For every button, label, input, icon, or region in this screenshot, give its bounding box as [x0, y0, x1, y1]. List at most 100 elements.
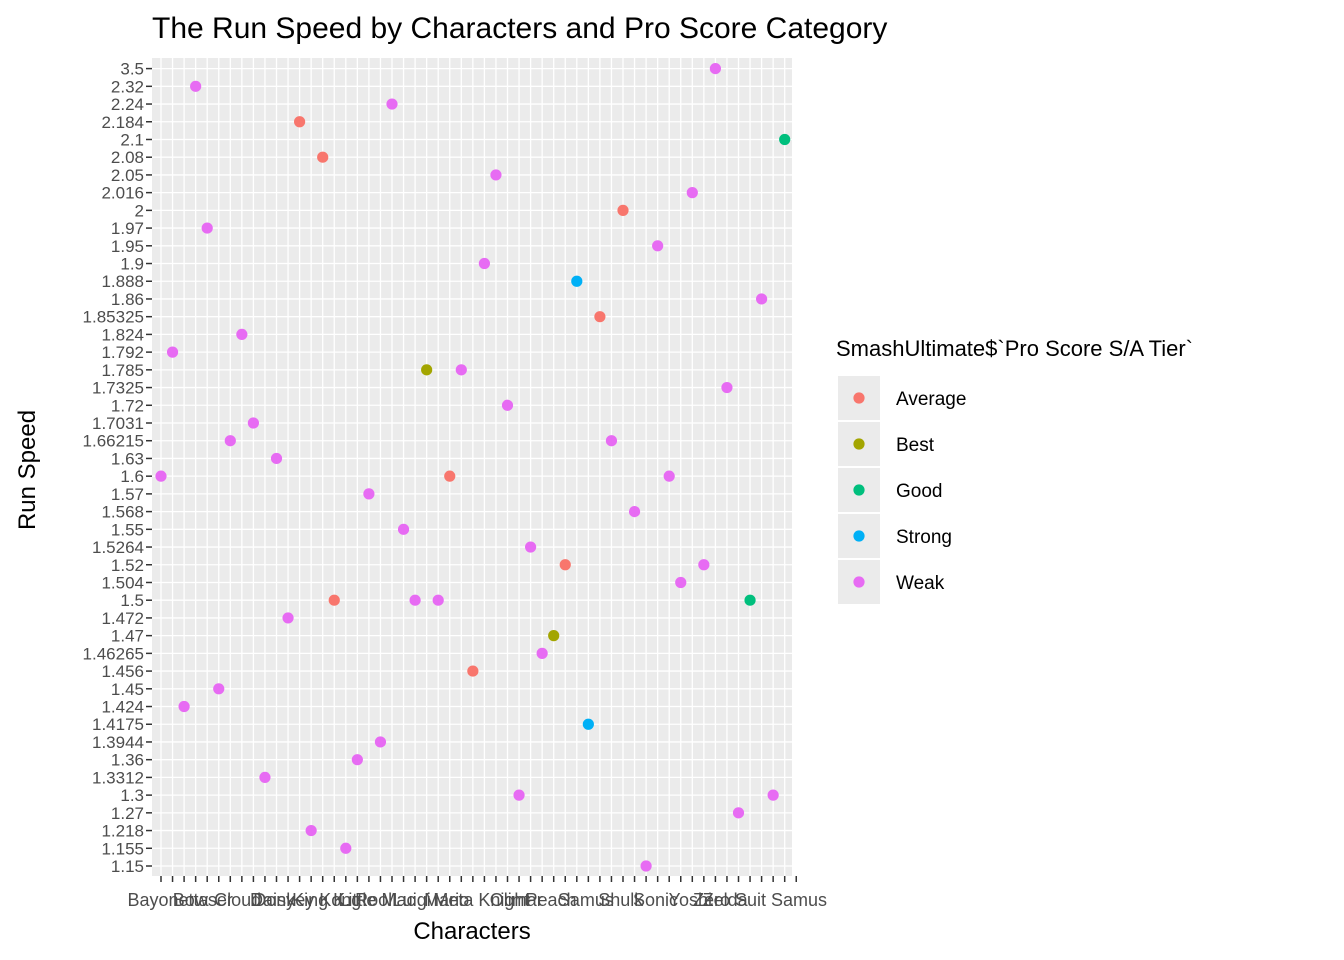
y-tick-label: 1.424 — [101, 698, 144, 717]
data-point — [374, 736, 387, 748]
y-tick-label: 1.45 — [111, 680, 144, 699]
y-tick-label: 1.888 — [101, 272, 144, 291]
data-point — [571, 275, 583, 287]
data-point — [663, 470, 675, 482]
data-point — [709, 63, 722, 75]
data-point — [213, 683, 225, 695]
data-point — [328, 594, 340, 606]
y-tick-label: 2.24 — [111, 95, 144, 114]
y-tick-label: 1.456 — [101, 662, 144, 681]
y-tick-label: 1.504 — [101, 573, 144, 592]
x-tick-label: Bayonetta — [127, 890, 209, 910]
data-point — [513, 789, 525, 801]
data-point — [201, 222, 213, 234]
x-tick-label: Samus — [558, 890, 614, 910]
y-tick-label: 1.785 — [101, 361, 144, 380]
data-point — [317, 151, 329, 163]
plot-panel — [152, 58, 792, 876]
x-tick-label: King K. Rool — [292, 890, 392, 910]
data-point — [698, 559, 710, 571]
y-tick-label: 1.52 — [111, 556, 144, 575]
y-tick-label: 1.63 — [111, 449, 144, 468]
data-point — [259, 771, 271, 784]
x-tick-label: Little Mac — [338, 890, 415, 910]
data-point — [675, 576, 687, 589]
data-point — [686, 187, 698, 199]
y-tick-label: 1.95 — [111, 237, 144, 256]
data-point — [224, 435, 236, 447]
x-tick-label: Cloud — [214, 890, 261, 910]
data-point — [178, 700, 190, 713]
data-point — [617, 204, 629, 216]
y-tick-label: 1.57 — [111, 485, 144, 504]
x-tick-label: Zero Suit Samus — [693, 890, 827, 910]
data-point — [559, 559, 571, 571]
y-tick-label: 1.55 — [111, 520, 144, 539]
y-tick-label: 1.15 — [111, 857, 144, 876]
y-tick-label: 1.5 — [120, 591, 144, 610]
data-point — [536, 647, 548, 659]
data-point — [386, 98, 398, 110]
data-point — [779, 133, 791, 146]
data-point — [247, 417, 259, 429]
legend-label: Best — [896, 435, 935, 456]
legend: SmashUltimate$`Pro Score S/A Tier` Avera… — [836, 336, 1193, 604]
y-axis: 1.151.1551.2181.271.31.33121.361.39441.4… — [83, 60, 152, 876]
data-point — [421, 364, 433, 376]
data-point — [640, 860, 652, 872]
data-point — [594, 311, 606, 323]
x-tick-label: Mario — [424, 890, 469, 910]
y-tick-label: 1.97 — [111, 219, 144, 238]
legend-swatch — [853, 392, 865, 404]
data-point — [582, 718, 594, 730]
data-point — [732, 807, 745, 819]
data-point — [363, 488, 375, 500]
data-point — [467, 665, 479, 677]
data-point — [397, 523, 410, 535]
y-tick-label: 1.155 — [101, 839, 144, 858]
data-point — [294, 116, 306, 128]
y-tick-label: 1.218 — [101, 822, 144, 841]
chart-title: The Run Speed by Characters and Pro Scor… — [152, 12, 887, 45]
data-point — [282, 612, 294, 624]
data-point — [548, 630, 560, 642]
y-tick-label: 1.824 — [101, 325, 144, 344]
y-tick-label: 2 — [135, 201, 144, 220]
y-tick-label: 1.6 — [120, 467, 144, 486]
data-point — [501, 399, 514, 411]
data-point — [351, 754, 363, 766]
y-tick-label: 1.46265 — [83, 644, 144, 663]
y-tick-label: 2.016 — [101, 184, 144, 203]
x-tick-label: Peach — [526, 890, 577, 910]
x-tick-label: Bowser — [173, 890, 233, 910]
x-axis-title: Characters — [413, 918, 530, 945]
grid-lines — [152, 58, 797, 876]
x-tick-label: Shulk — [598, 890, 644, 910]
data-point — [236, 328, 248, 340]
data-point — [767, 789, 779, 801]
y-tick-label: 1.3312 — [92, 768, 144, 787]
x-tick-label: Daisy — [250, 890, 295, 910]
data-point — [444, 470, 456, 482]
legend-swatch — [853, 484, 865, 496]
y-tick-label: 1.9 — [120, 255, 144, 274]
data-point — [270, 452, 283, 465]
y-tick-label: 1.4175 — [92, 715, 144, 734]
x-tick-label: Luigi — [393, 890, 431, 910]
data-point — [155, 470, 167, 482]
y-tick-label: 1.36 — [111, 751, 144, 770]
x-tick-label: Sonic — [633, 890, 678, 910]
data-point — [340, 842, 352, 854]
legend-label: Average — [896, 389, 966, 410]
x-tick-label: Donkey Kong — [253, 890, 361, 910]
data-point — [756, 293, 768, 305]
legend-label: Good — [896, 481, 942, 502]
data-point — [305, 824, 317, 837]
y-tick-label: 1.27 — [111, 804, 144, 823]
x-tick-label: Olimar — [490, 890, 543, 910]
y-tick-label: 1.85325 — [83, 308, 144, 327]
legend-swatch — [853, 438, 865, 450]
data-point — [478, 257, 490, 270]
legend-label: Weak — [896, 573, 945, 594]
legend-swatch — [853, 530, 865, 542]
